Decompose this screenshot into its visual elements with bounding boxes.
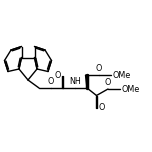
Text: O: O bbox=[105, 78, 111, 87]
Polygon shape bbox=[85, 75, 88, 88]
Text: O: O bbox=[96, 64, 102, 73]
Text: OMe: OMe bbox=[121, 85, 140, 93]
Text: NH: NH bbox=[69, 77, 81, 86]
Text: O: O bbox=[98, 103, 105, 112]
Text: O: O bbox=[55, 71, 61, 80]
Text: O: O bbox=[48, 77, 54, 86]
Text: OMe: OMe bbox=[112, 71, 131, 79]
